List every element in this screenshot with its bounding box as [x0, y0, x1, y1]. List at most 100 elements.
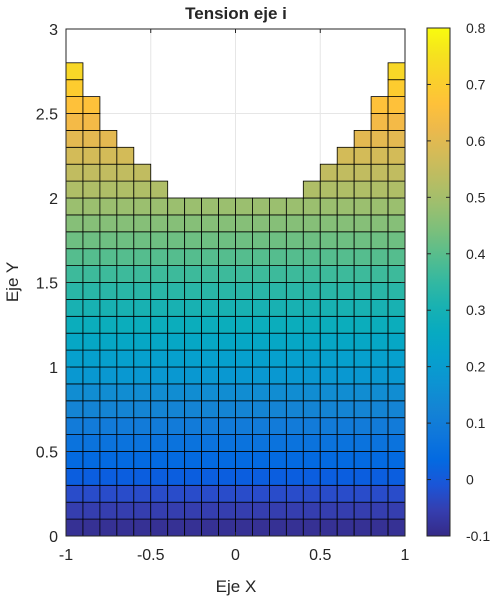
mesh-cell	[285, 315, 304, 334]
mesh-cell	[99, 349, 118, 368]
mesh-cell	[184, 197, 202, 216]
mesh-cell	[116, 282, 135, 300]
y-tick-label: 0	[49, 529, 58, 546]
mesh-cell	[201, 265, 219, 283]
mesh-cell	[370, 400, 389, 419]
mesh-cell	[285, 400, 304, 419]
mesh-cell	[319, 197, 338, 216]
mesh-cell	[387, 484, 406, 503]
mesh-cell	[201, 197, 219, 216]
mesh-cell	[268, 282, 287, 300]
mesh-cell	[82, 434, 101, 452]
mesh-cell	[82, 96, 101, 114]
mesh-cell	[150, 501, 169, 520]
mesh-cell	[133, 248, 152, 266]
y-axis-ticks: 0 0.5 1 1.5 2 2.5 3	[36, 22, 405, 546]
colorbar-tick-label: 0.7	[466, 76, 486, 92]
y-tick-label: 1	[49, 360, 58, 377]
mesh-cell	[370, 282, 389, 300]
mesh-cell	[133, 332, 152, 351]
x-tick-label: 0	[231, 547, 240, 564]
colorbar-tick-label: 0.1	[466, 415, 486, 431]
mesh-cell	[353, 349, 372, 368]
mesh-cell	[235, 214, 253, 233]
mesh-cell	[150, 518, 169, 537]
mesh-cell	[336, 282, 355, 300]
mesh-cell	[201, 332, 219, 351]
mesh-cell	[370, 501, 389, 520]
mesh-cell	[353, 518, 372, 537]
mesh-cell	[99, 451, 118, 469]
mesh-cell	[353, 248, 372, 266]
mesh-cell	[65, 129, 84, 148]
mesh-cell	[65, 451, 84, 469]
mesh-cell	[133, 298, 152, 317]
mesh-cell	[336, 434, 355, 452]
mesh-cell	[252, 332, 270, 351]
mesh-cell	[65, 163, 84, 182]
mesh-cell	[82, 349, 101, 368]
mesh-cell	[387, 163, 406, 182]
mesh-cell	[235, 349, 253, 368]
mesh-cell	[252, 501, 270, 520]
mesh-cell	[370, 349, 389, 368]
mesh-cell	[353, 332, 372, 351]
y-tick-label: 2	[49, 191, 58, 208]
mesh-cell	[65, 146, 84, 165]
mesh-cell	[201, 231, 219, 250]
mesh-cell	[116, 518, 135, 537]
mesh-cell	[99, 315, 118, 334]
mesh-cell	[167, 214, 186, 233]
mesh-cell	[65, 248, 84, 266]
mesh-cell	[235, 231, 253, 250]
mesh-cell	[218, 248, 236, 266]
x-tick-label: 1	[401, 547, 410, 564]
mesh-cell	[370, 180, 389, 199]
mesh-cell	[235, 451, 253, 469]
mesh-cell	[336, 383, 355, 402]
mesh-cell	[65, 298, 84, 317]
mesh-cell	[235, 366, 253, 385]
mesh-cell	[133, 349, 152, 368]
mesh-cell	[99, 265, 118, 283]
mesh-cell	[370, 315, 389, 334]
mesh-cell	[150, 248, 169, 266]
mesh-cell	[65, 484, 84, 503]
mesh-cell	[302, 349, 321, 368]
mesh-cell	[65, 197, 84, 216]
mesh-cell	[336, 298, 355, 317]
mesh-cell	[370, 484, 389, 503]
mesh-cell	[218, 451, 236, 469]
mesh-cell	[387, 113, 406, 131]
mesh-cell	[201, 417, 219, 436]
mesh-cell	[235, 518, 253, 537]
mesh-cell	[268, 417, 287, 436]
mesh-cell	[319, 366, 338, 385]
mesh-cell	[235, 484, 253, 503]
mesh-cell	[319, 332, 338, 351]
mesh-cell	[235, 417, 253, 436]
mesh-cell	[353, 366, 372, 385]
colorbar-ticks: -0.1 0 0.1 0.2 0.3 0.4 0.5 0.6 0.7 0.8	[427, 20, 490, 544]
mesh-cell	[319, 518, 338, 537]
mesh-cell	[150, 484, 169, 503]
mesh-cell	[99, 518, 118, 537]
mesh-cell	[268, 349, 287, 368]
mesh-cell	[336, 501, 355, 520]
mesh-cell	[218, 214, 236, 233]
mesh-cell	[252, 282, 270, 300]
mesh-cell	[235, 383, 253, 402]
mesh-cell	[150, 315, 169, 334]
mesh-cell	[65, 214, 84, 233]
mesh-cell	[268, 248, 287, 266]
mesh-cell	[370, 467, 389, 486]
mesh-cell	[235, 400, 253, 419]
mesh-cell	[252, 383, 270, 402]
mesh-cell	[218, 484, 236, 503]
mesh-cell	[268, 231, 287, 250]
mesh-cell	[99, 248, 118, 266]
mesh-cell	[353, 501, 372, 520]
colorbar-tick-label: 0.5	[466, 189, 486, 205]
mesh-cell	[99, 298, 118, 317]
